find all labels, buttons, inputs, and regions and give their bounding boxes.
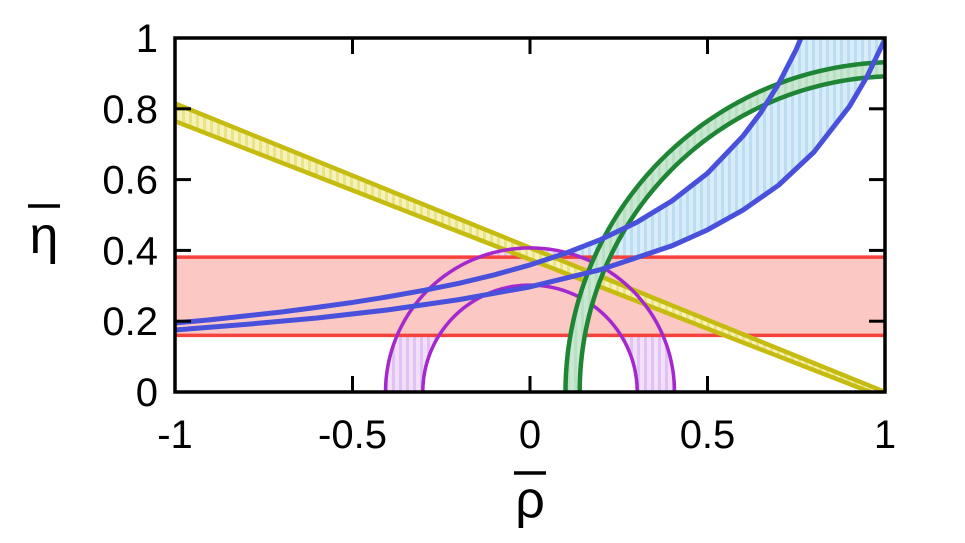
- x-tick-label: 1: [874, 413, 896, 457]
- y-tick-label: 0: [136, 371, 158, 415]
- x-tick-label: -0.5: [318, 413, 387, 457]
- x-tick-label: 0.5: [680, 413, 736, 457]
- y-tick-label: 0.4: [102, 229, 158, 273]
- x-tick-label: -1: [157, 413, 193, 457]
- blue-hyperbola-band-edge-0: [175, 38, 804, 326]
- axis-labels-layer: ρ η: [28, 204, 546, 529]
- x-tick-label: 0: [519, 413, 541, 457]
- blue-hyperbola-band-edge-1: [175, 38, 885, 333]
- y-tick-label: 0.6: [102, 159, 158, 203]
- y-tick-label: 0.8: [102, 88, 158, 132]
- y-axis-label: η: [30, 207, 59, 265]
- axis-tick-labels-layer: -1 -0.5 0 0.5 1 0 0.2 0.4 0.6 0.8 1: [102, 17, 896, 457]
- yellow-wedge-band-edge-1: [175, 118, 873, 392]
- y-tick-label: 0.2: [102, 300, 158, 344]
- constraint-bands-layer: [175, 38, 885, 392]
- green-circle-band-edge-1: [577, 74, 885, 392]
- x-axis-label: ρ: [515, 471, 545, 529]
- green-circle-band-edge-0: [563, 60, 885, 392]
- axis-ticks-layer: [173, 36, 887, 394]
- purple-circle-band-edge-0: [383, 246, 677, 392]
- y-tick-label: 1: [136, 17, 158, 61]
